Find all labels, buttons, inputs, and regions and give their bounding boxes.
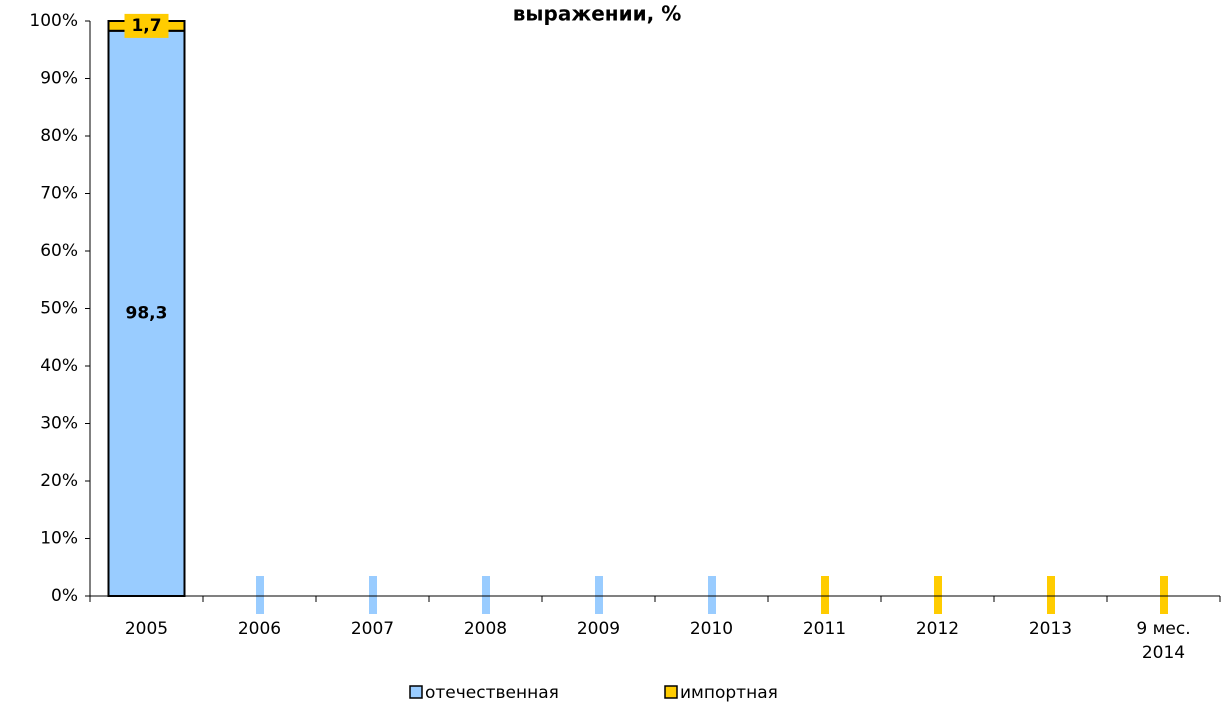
sliver xyxy=(595,576,603,614)
x-tick-label: 2008 xyxy=(463,619,508,639)
x-tick-label: 2005 xyxy=(124,619,169,639)
y-tick-label: 60% xyxy=(40,241,78,261)
y-tick-label: 90% xyxy=(40,69,78,89)
y-tick-label: 50% xyxy=(40,299,78,319)
bar-segment xyxy=(107,29,186,597)
sliver xyxy=(482,576,490,614)
legend-swatch xyxy=(409,685,423,699)
y-tick-label: 40% xyxy=(40,356,78,376)
x-tick-label: 2009 xyxy=(576,619,621,639)
sliver xyxy=(1160,576,1168,614)
sliver xyxy=(708,576,716,614)
x-tick-label: 2006 xyxy=(237,619,282,639)
data-label: 98,3 xyxy=(126,303,168,323)
decor-slivers xyxy=(256,576,1168,614)
sliver xyxy=(369,576,377,614)
y-tick-label: 100% xyxy=(29,11,78,31)
y-tick-label: 0% xyxy=(51,586,78,606)
chart-title: выражении, % xyxy=(513,2,681,26)
sliver xyxy=(821,576,829,614)
x-tick-label: 9 мес. 2014 xyxy=(1136,619,1191,663)
y-tick-label: 70% xyxy=(40,184,78,204)
x-tick-label: 2007 xyxy=(350,619,395,639)
legend-label: импортная xyxy=(680,683,778,703)
x-tick-label: 2010 xyxy=(689,619,734,639)
y-tick-label: 30% xyxy=(40,414,78,434)
y-tick-label: 20% xyxy=(40,471,78,491)
legend-swatch xyxy=(664,685,678,699)
x-tick-label: 2013 xyxy=(1028,619,1073,639)
x-tick-label: 2011 xyxy=(802,619,847,639)
sliver xyxy=(1047,576,1055,614)
y-tick-label: 10% xyxy=(40,529,78,549)
sliver xyxy=(256,576,264,614)
label-box xyxy=(124,13,169,38)
x-tick-label: 2012 xyxy=(915,619,960,639)
y-tick-label: 80% xyxy=(40,126,78,146)
data-label: 1,7 xyxy=(131,16,161,36)
legend-label: отечественная xyxy=(425,683,559,703)
sliver xyxy=(934,576,942,614)
